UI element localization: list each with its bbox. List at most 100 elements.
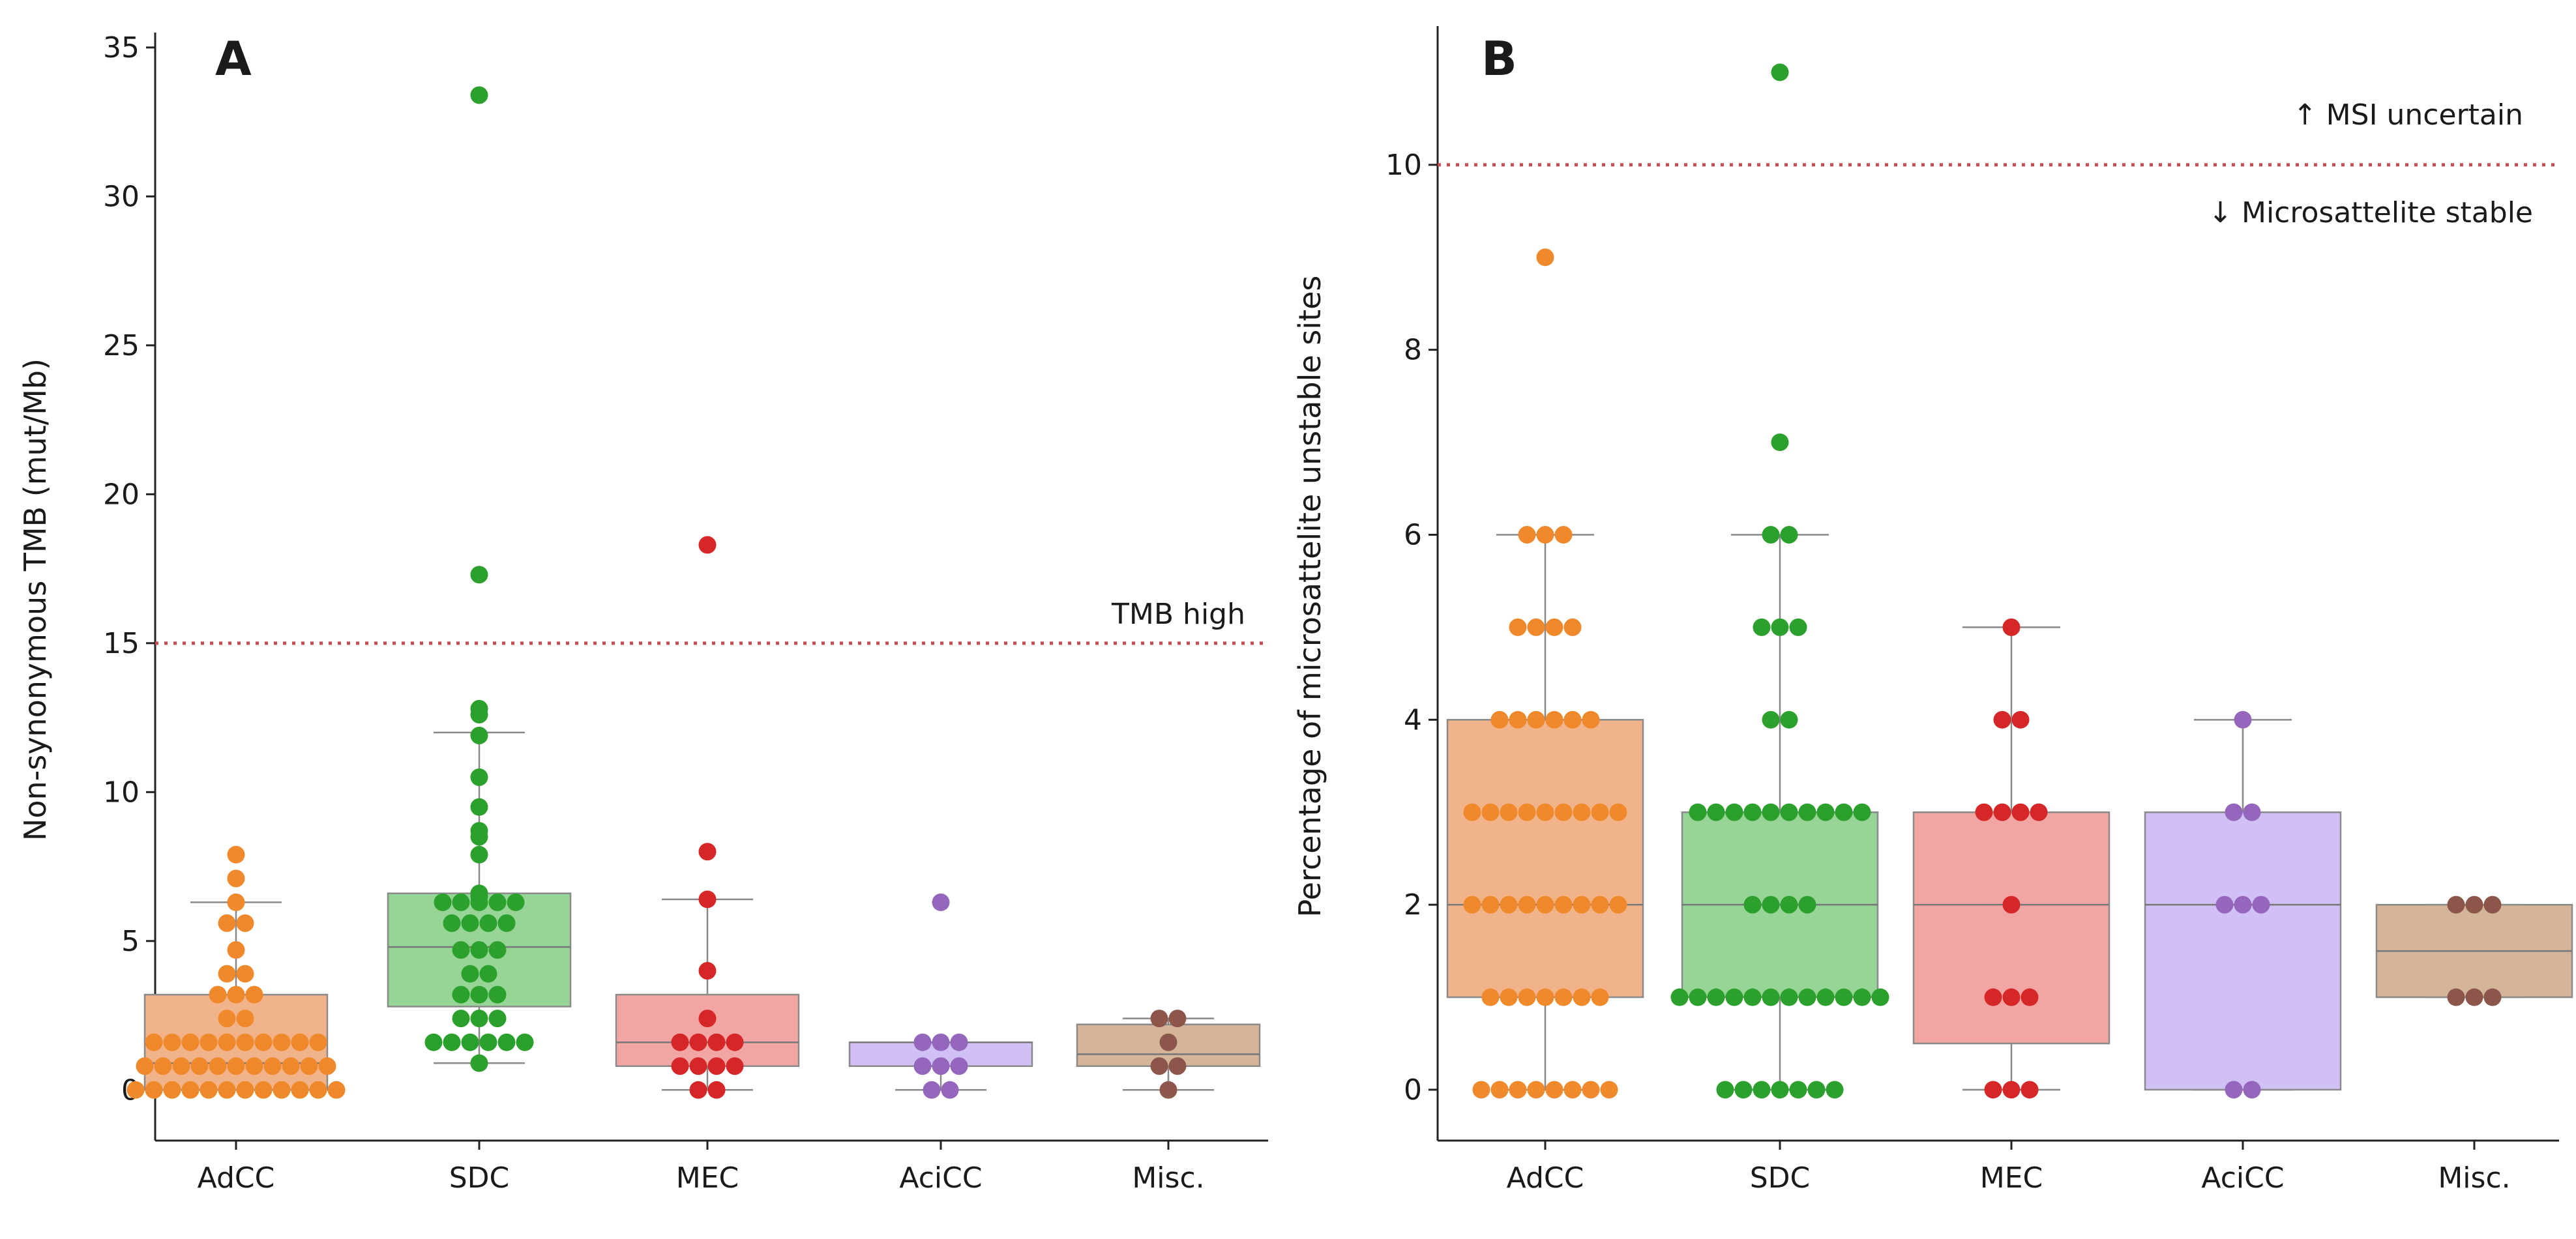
data-point	[2234, 710, 2252, 729]
data-point	[318, 1057, 336, 1075]
series-misc	[1076, 1010, 1261, 1099]
data-point	[2447, 896, 2465, 914]
series-mec	[1912, 618, 2110, 1099]
data-point	[181, 1081, 200, 1099]
data-point	[172, 1057, 190, 1075]
data-point	[126, 1081, 145, 1099]
data-point	[282, 1057, 300, 1075]
data-point	[1826, 1081, 1844, 1099]
data-point	[1853, 988, 1871, 1006]
data-point	[1771, 618, 1789, 636]
data-point	[200, 1081, 218, 1099]
data-point	[698, 536, 717, 554]
data-point	[1807, 1081, 1826, 1099]
data-point	[1490, 1081, 1509, 1099]
data-point	[291, 1033, 309, 1051]
data-point	[479, 914, 497, 932]
data-point	[1798, 988, 1816, 1006]
data-point	[1993, 710, 2011, 729]
data-point	[1500, 988, 1518, 1006]
data-point	[1762, 710, 1780, 729]
data-point	[209, 985, 227, 1004]
series-adcc	[1446, 248, 1644, 1099]
data-point	[689, 1033, 707, 1051]
data-point	[145, 1081, 163, 1099]
data-point	[1490, 710, 1509, 729]
data-point	[470, 845, 488, 864]
y-tick-label: 4	[1404, 703, 1422, 736]
data-point	[1789, 1081, 1807, 1099]
data-point	[1707, 803, 1725, 821]
data-point	[2225, 1081, 2243, 1099]
data-point	[707, 1081, 726, 1099]
data-point	[236, 965, 254, 983]
data-point	[488, 985, 507, 1004]
y-tick-label: 35	[103, 31, 140, 65]
data-point	[2483, 896, 2502, 914]
data-point	[236, 1081, 254, 1099]
data-point	[1518, 803, 1536, 821]
data-point	[698, 962, 717, 980]
data-point	[1762, 803, 1780, 821]
data-point	[932, 1057, 950, 1075]
data-point	[163, 1033, 181, 1051]
data-point	[707, 1033, 726, 1051]
data-point	[434, 893, 452, 911]
data-point	[1591, 988, 1609, 1006]
data-point	[1509, 618, 1527, 636]
data-point	[726, 1033, 744, 1051]
data-point	[1716, 1081, 1734, 1099]
data-point	[707, 1057, 726, 1075]
data-point	[1780, 896, 1798, 914]
data-point	[470, 1010, 488, 1028]
data-point	[1554, 525, 1573, 544]
data-point	[1835, 803, 1853, 821]
data-point	[488, 893, 507, 911]
data-point	[1481, 988, 1500, 1006]
series-misc	[2375, 896, 2573, 1006]
data-point	[1743, 988, 1762, 1006]
data-point	[1481, 803, 1500, 821]
data-point	[1545, 1081, 1563, 1099]
data-point	[227, 845, 245, 864]
data-point	[1554, 803, 1573, 821]
data-point	[1536, 988, 1554, 1006]
data-point	[2465, 988, 2483, 1006]
data-point	[1527, 618, 1545, 636]
data-point	[1609, 896, 1627, 914]
data-point	[1780, 803, 1798, 821]
data-point	[218, 1010, 236, 1028]
data-point	[227, 985, 245, 1004]
data-point	[2225, 803, 2243, 821]
data-point	[1762, 896, 1780, 914]
data-point	[2483, 988, 2502, 1006]
y-axis-label: Non-synonymous TMB (mut/Mb)	[18, 358, 53, 841]
data-point	[1463, 803, 1481, 821]
data-point	[950, 1057, 968, 1075]
data-point	[1159, 1081, 1177, 1099]
data-point	[136, 1057, 154, 1075]
data-point	[1734, 1081, 1753, 1099]
data-point	[452, 893, 470, 911]
data-point	[227, 941, 245, 959]
data-point	[452, 1010, 470, 1028]
data-point	[470, 1054, 488, 1072]
data-point	[1591, 896, 1609, 914]
data-point	[2030, 803, 2048, 821]
data-point	[497, 1033, 516, 1051]
data-point	[1753, 618, 1771, 636]
threshold-label-above: ↑ MSI uncertain	[2293, 98, 2523, 132]
data-point	[923, 1081, 941, 1099]
series-acicc	[848, 893, 1033, 1099]
data-point	[1600, 1081, 1618, 1099]
data-point	[227, 893, 245, 911]
y-tick-label: 2	[1404, 888, 1422, 922]
data-point	[1798, 803, 1816, 821]
data-point	[227, 869, 245, 888]
data-point	[689, 1057, 707, 1075]
data-point	[1509, 710, 1527, 729]
x-tick-label: Misc.	[1132, 1161, 1204, 1195]
data-point	[671, 1057, 689, 1075]
data-point	[461, 965, 479, 983]
